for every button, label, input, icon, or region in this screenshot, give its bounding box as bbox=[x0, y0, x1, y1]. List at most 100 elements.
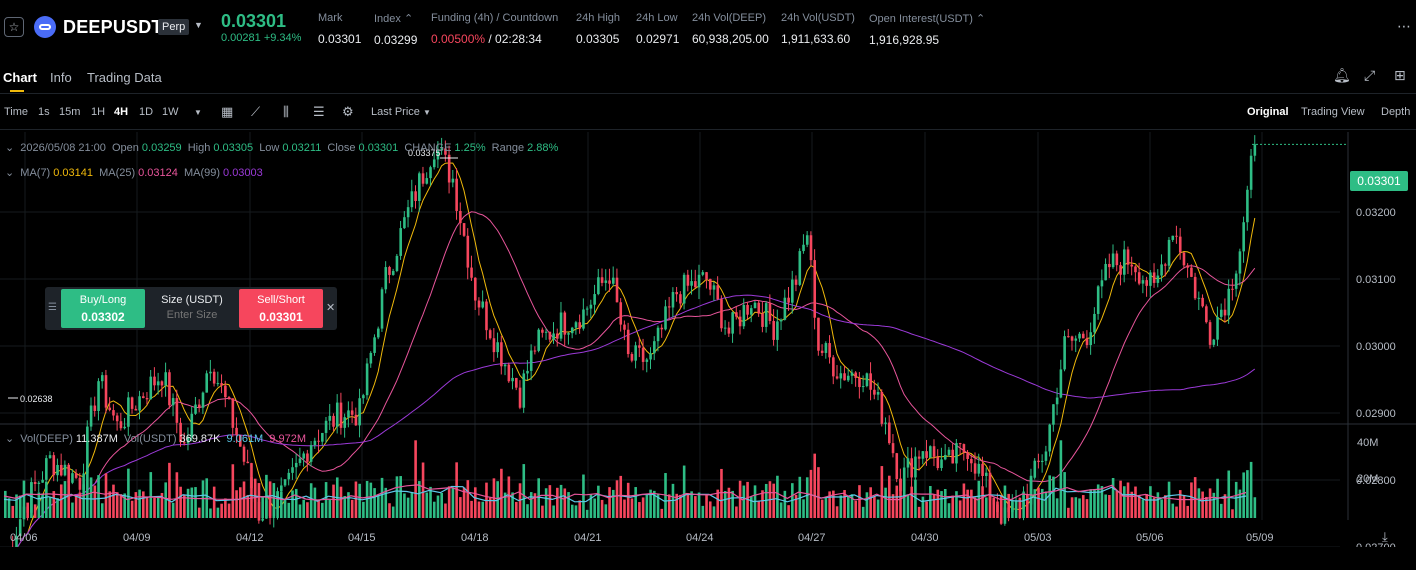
scale-reset-icon[interactable]: ⤓ bbox=[1382, 530, 1388, 545]
candle bbox=[511, 368, 514, 390]
candle bbox=[418, 171, 421, 212]
candle bbox=[190, 406, 194, 442]
volume-bar bbox=[932, 493, 936, 518]
tab-chart[interactable]: Chart bbox=[3, 70, 37, 85]
candle bbox=[757, 300, 761, 317]
candle bbox=[347, 401, 350, 428]
volume-bar bbox=[720, 468, 723, 518]
candle bbox=[1040, 454, 1044, 473]
candle bbox=[164, 362, 167, 397]
close-icon[interactable]: ✕ bbox=[326, 302, 336, 314]
date-axis-label: 05/03 bbox=[1024, 532, 1052, 544]
candle bbox=[1111, 244, 1115, 269]
candle bbox=[503, 363, 507, 376]
candle bbox=[33, 470, 37, 492]
volume-bar bbox=[917, 506, 921, 518]
candle bbox=[429, 165, 432, 186]
stat-index[interactable]: Index ⌃ 0.03299 bbox=[374, 13, 418, 47]
volume-bar bbox=[585, 509, 589, 518]
interval-more-icon[interactable]: ▼ bbox=[194, 108, 202, 117]
buy-long-button[interactable]: Buy/Long 0.03302 bbox=[61, 289, 145, 328]
volume-bar bbox=[1171, 503, 1175, 518]
volume-bar bbox=[507, 476, 511, 518]
settings-icon[interactable]: ⚙ bbox=[342, 104, 354, 119]
candle bbox=[761, 302, 764, 333]
date-axis-label: 04/18 bbox=[461, 532, 489, 544]
volume-bar bbox=[731, 490, 734, 518]
drawing-tools-icon[interactable]: ☰ bbox=[313, 104, 325, 119]
stat-open-interest[interactable]: Open Interest(USDT) ⌃ 1,916,928.95 bbox=[869, 13, 986, 47]
volume-bar bbox=[45, 481, 48, 518]
sell-short-button[interactable]: Sell/Short 0.03301 bbox=[239, 289, 323, 328]
volume-bar bbox=[1085, 499, 1089, 518]
volume-bar bbox=[1067, 507, 1070, 518]
volume-bar bbox=[231, 464, 235, 518]
volume-bar bbox=[984, 497, 988, 518]
interval-1d[interactable]: 1D bbox=[139, 106, 154, 118]
volume-bar bbox=[1212, 492, 1216, 518]
candle bbox=[142, 392, 145, 399]
price-type-select[interactable]: Last Price ▼ bbox=[371, 106, 431, 118]
size-field-group: Size (USDT) bbox=[147, 289, 237, 328]
interval-time[interactable]: Time bbox=[4, 106, 29, 118]
candle bbox=[194, 396, 197, 415]
candle bbox=[138, 390, 141, 420]
volume-bar bbox=[317, 500, 320, 518]
interval-15m[interactable]: 15m bbox=[59, 106, 81, 118]
volume-bar bbox=[373, 488, 376, 518]
volume-bar bbox=[1007, 493, 1010, 518]
view-depth[interactable]: Depth bbox=[1381, 106, 1411, 118]
volume-bar bbox=[895, 485, 899, 518]
candle bbox=[321, 432, 324, 446]
tab-info[interactable]: Info bbox=[50, 70, 72, 85]
symbol-dropdown-icon[interactable]: ▼ bbox=[194, 20, 203, 30]
candle bbox=[720, 295, 723, 332]
candle bbox=[343, 413, 347, 438]
symbol-title[interactable]: DEEPUSDT bbox=[63, 17, 163, 37]
candle bbox=[466, 228, 470, 280]
candle bbox=[817, 317, 820, 356]
volume-bar bbox=[1096, 484, 1100, 518]
volume-bar bbox=[1178, 490, 1182, 518]
volume-bar bbox=[813, 453, 817, 518]
interval-1w[interactable]: 1W bbox=[162, 106, 179, 118]
indicator-icon[interactable]: ⟋ bbox=[251, 104, 261, 119]
interval-1s[interactable]: 1s bbox=[38, 106, 50, 118]
more-icon[interactable]: ⋯ bbox=[1397, 18, 1411, 34]
drag-handle-icon[interactable]: ☰ bbox=[48, 302, 57, 313]
volume-bar bbox=[384, 487, 388, 518]
volume-bar bbox=[1242, 472, 1245, 518]
candle bbox=[962, 443, 966, 461]
bell-icon[interactable]: 🔔︎ bbox=[1333, 67, 1351, 83]
calendar-icon[interactable]: ▦ bbox=[221, 104, 234, 119]
volume-bar bbox=[772, 483, 775, 518]
volume-bar bbox=[220, 503, 223, 518]
favorite-button[interactable]: ☆ bbox=[4, 17, 24, 37]
volume-bar bbox=[865, 492, 869, 518]
volume-bar bbox=[1152, 497, 1156, 518]
layout-grid-icon[interactable]: ⊞ bbox=[1394, 67, 1406, 83]
candle bbox=[488, 328, 492, 340]
candle bbox=[1096, 285, 1100, 320]
volume-bar bbox=[1037, 487, 1040, 518]
view-trading-view[interactable]: Trading View bbox=[1301, 106, 1365, 118]
price-chart[interactable]: 0.03200 0.03100 0.03000 0.02900 0.02800 0.027… bbox=[0, 132, 1416, 547]
candle bbox=[679, 291, 682, 309]
candle bbox=[563, 310, 567, 347]
candle bbox=[365, 358, 369, 400]
candle bbox=[410, 179, 414, 213]
candle bbox=[1238, 248, 1242, 286]
volume-bar bbox=[906, 494, 910, 518]
candle bbox=[1059, 359, 1063, 399]
volume-bar bbox=[615, 480, 619, 518]
tab-trading-data[interactable]: Trading Data bbox=[87, 70, 162, 85]
fullscreen-icon[interactable]: ⤢ bbox=[1364, 67, 1376, 83]
candle-type-icon[interactable]: ⫼ bbox=[283, 104, 289, 119]
volume-axis-label: 40M bbox=[1357, 437, 1378, 449]
interval-4h[interactable]: 4H bbox=[114, 106, 129, 118]
size-input[interactable] bbox=[149, 309, 235, 321]
candle bbox=[373, 334, 376, 356]
candle bbox=[1242, 216, 1245, 263]
interval-1h[interactable]: 1H bbox=[91, 106, 106, 118]
view-original[interactable]: Original bbox=[1247, 106, 1289, 118]
